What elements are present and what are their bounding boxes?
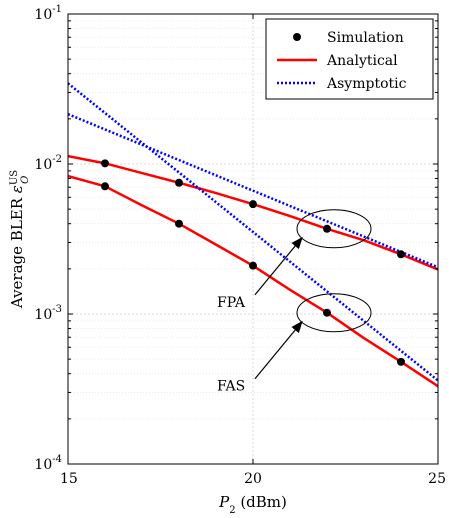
simulation-point bbox=[175, 219, 183, 228]
simulation-point bbox=[397, 357, 405, 366]
legend-simulation-label: Simulation bbox=[327, 30, 404, 46]
y-tick-label: 10-3 bbox=[34, 304, 62, 323]
simulation-markers bbox=[101, 159, 405, 366]
asymptotic-line bbox=[68, 82, 438, 382]
annotations: FPA FAS bbox=[217, 209, 372, 395]
simulation-point bbox=[249, 261, 257, 270]
fas-label: FAS bbox=[217, 379, 245, 395]
fas-ellipse bbox=[296, 293, 372, 333]
legend-analytical-label: Analytical bbox=[326, 53, 398, 69]
fpa-arrow bbox=[254, 236, 303, 296]
simulation-point bbox=[101, 159, 109, 168]
y-axis-label: Average BLER εUSO bbox=[8, 170, 31, 309]
simulation-point bbox=[101, 182, 109, 191]
simulation-point bbox=[175, 178, 183, 187]
legend-asymptotic-label: Asymptotic bbox=[326, 76, 407, 92]
simulation-point bbox=[397, 250, 405, 259]
x-tick-label: 20 bbox=[244, 471, 262, 487]
simulation-point bbox=[323, 224, 331, 233]
axis-ticks: 15 20 25 10-4 10-3 10-2 10-1 bbox=[34, 4, 446, 487]
legend-simulation-marker bbox=[293, 33, 301, 41]
simulation-point bbox=[249, 200, 257, 209]
grid-lines bbox=[68, 14, 438, 464]
fpa-label: FPA bbox=[217, 295, 246, 311]
y-tick-label: 10-4 bbox=[34, 454, 62, 473]
y-tick-label: 10-1 bbox=[34, 4, 62, 23]
fas-arrow bbox=[254, 320, 303, 380]
asymptotic-line bbox=[68, 112, 438, 269]
x-tick-label: 25 bbox=[428, 471, 446, 487]
y-tick-label: 10-2 bbox=[34, 154, 62, 173]
x-tick-label: 15 bbox=[60, 471, 78, 487]
simulation-point bbox=[323, 308, 331, 317]
x-axis-label: P2 (dBm) bbox=[218, 493, 287, 516]
fpa-ellipse bbox=[296, 209, 372, 249]
legend: Simulation Analytical Asymptotic bbox=[265, 18, 434, 100]
